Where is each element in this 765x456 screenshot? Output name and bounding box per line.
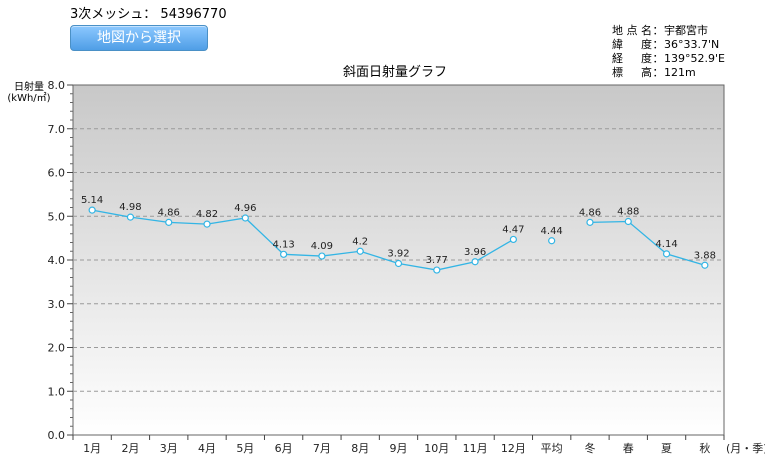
site-alt-value: 121m <box>664 66 696 79</box>
data-point <box>662 250 671 258</box>
x-tick-label: 11月 <box>463 442 488 455</box>
x-tick-label: 4月 <box>198 442 216 455</box>
data-label: 4.96 <box>234 203 256 214</box>
data-label: 4.47 <box>502 224 524 235</box>
data-label: 3.92 <box>387 249 409 260</box>
site-lat-label: 緯 度 <box>612 38 652 51</box>
data-label: 4.86 <box>579 207 601 218</box>
data-point <box>471 258 479 266</box>
data-label: 4.09 <box>311 241 333 252</box>
x-tick-label: 3月 <box>160 442 178 455</box>
data-label: 4.44 <box>541 226 563 237</box>
data-label: 4.2 <box>352 236 368 247</box>
data-points <box>88 206 709 274</box>
mesh-code-line: 3次メッシュ： 54396770 <box>70 3 227 22</box>
site-name-value: 宇都宮市 <box>664 24 708 37</box>
x-tick-label: 8月 <box>351 442 369 455</box>
data-point <box>433 266 441 274</box>
site-name-row: 地点名：宇都宮市 <box>612 24 708 37</box>
site-alt-label: 標 高 <box>612 66 652 79</box>
mesh-code: 54396770 <box>160 7 227 22</box>
data-label: 5.14 <box>81 195 103 206</box>
site-name-label: 地点名 <box>612 24 652 37</box>
site-lon-label: 経 度 <box>612 52 652 65</box>
data-point <box>548 237 556 245</box>
x-tick-label: 12月 <box>501 442 526 455</box>
data-point <box>586 218 594 226</box>
chart-title: 斜面日射量グラフ <box>342 65 447 80</box>
y-tick-label: 6.0 <box>48 167 66 180</box>
data-point <box>203 220 211 228</box>
data-point <box>280 250 288 258</box>
data-label: 4.13 <box>272 239 294 250</box>
site-alt-row: 標 高：121m <box>612 66 696 79</box>
x-tick-label: 10月 <box>424 442 449 455</box>
data-point <box>241 214 249 222</box>
x-axis-label: (月・季) <box>726 442 765 455</box>
y-tick-label: 8.0 <box>48 79 66 92</box>
series-line <box>92 209 706 271</box>
site-lat-row: 緯 度：36°33.7'N <box>612 38 720 51</box>
data-label: 3.96 <box>464 247 486 258</box>
data-label: 4.98 <box>119 202 141 213</box>
data-label: 4.14 <box>655 239 677 250</box>
data-label: 4.88 <box>617 207 639 218</box>
x-tick-label: 平均 <box>541 442 563 455</box>
y-axis-label: 日射量 (kWh/㎡) <box>7 82 51 104</box>
x-tick-label: 2月 <box>121 442 139 455</box>
data-label: 4.86 <box>158 207 180 218</box>
y-tick-label: 1.0 <box>48 385 66 398</box>
data-point <box>126 213 135 221</box>
series-segment <box>589 220 706 266</box>
y-tick-label: 7.0 <box>48 123 66 136</box>
mesh-label: 3次メッシュ： <box>70 7 157 22</box>
x-axis: 1月 2月 3月 4月 5月 6月 7月 8月 9月 10月 11月 12月 平均 冬 春 夏 秋 (月・季) <box>72 435 765 455</box>
data-point <box>509 235 517 244</box>
data-point <box>88 206 96 214</box>
site-lon-row: 経 度：139°52.9'E <box>612 52 725 65</box>
data-labels: 5.14 4.98 4.86 4.82 4.96 4.13 4.09 4.2 3.92 3.77 3… <box>81 195 716 266</box>
data-point <box>624 217 632 226</box>
series-segment <box>92 209 514 271</box>
y-tick-label: 0.0 <box>48 429 66 442</box>
x-tick-label: 冬 <box>584 441 595 455</box>
y-tick-label: 3.0 <box>48 298 66 311</box>
y-tick-label: 2.0 <box>48 342 66 355</box>
data-point <box>394 259 403 268</box>
site-lon-value: 139°52.9'E <box>664 52 725 65</box>
data-label: 3.77 <box>426 255 448 266</box>
data-label: 4.82 <box>196 209 218 220</box>
x-tick-label: 6月 <box>275 442 293 455</box>
y-tick-label: 4.0 <box>48 254 66 267</box>
x-tick-label: 秋 <box>699 441 710 455</box>
x-tick-label: 7月 <box>313 442 331 455</box>
data-point <box>318 252 326 260</box>
x-tick-label: 5月 <box>236 442 254 455</box>
select-from-map-button[interactable]: 地図から選択 <box>70 25 208 51</box>
x-tick-label: 夏 <box>661 442 672 455</box>
x-tick-label: 9月 <box>390 442 408 455</box>
y-axis: 0.0 1.0 2.0 3.0 4.0 5.0 6.0 7.0 8.0 <box>48 79 73 442</box>
data-label: 3.88 <box>694 250 716 261</box>
y-tick-label: 5.0 <box>48 210 66 223</box>
data-point <box>701 261 709 269</box>
x-tick-label: 1月 <box>83 442 101 455</box>
site-info: 地点名：宇都宮市 緯 度：36°33.7'N 経 度：139°52.9'E 標 … <box>612 24 725 80</box>
x-tick-label: 春 <box>623 442 634 455</box>
data-point <box>165 218 173 226</box>
site-lat-value: 36°33.7'N <box>664 38 720 51</box>
data-point <box>356 247 364 255</box>
